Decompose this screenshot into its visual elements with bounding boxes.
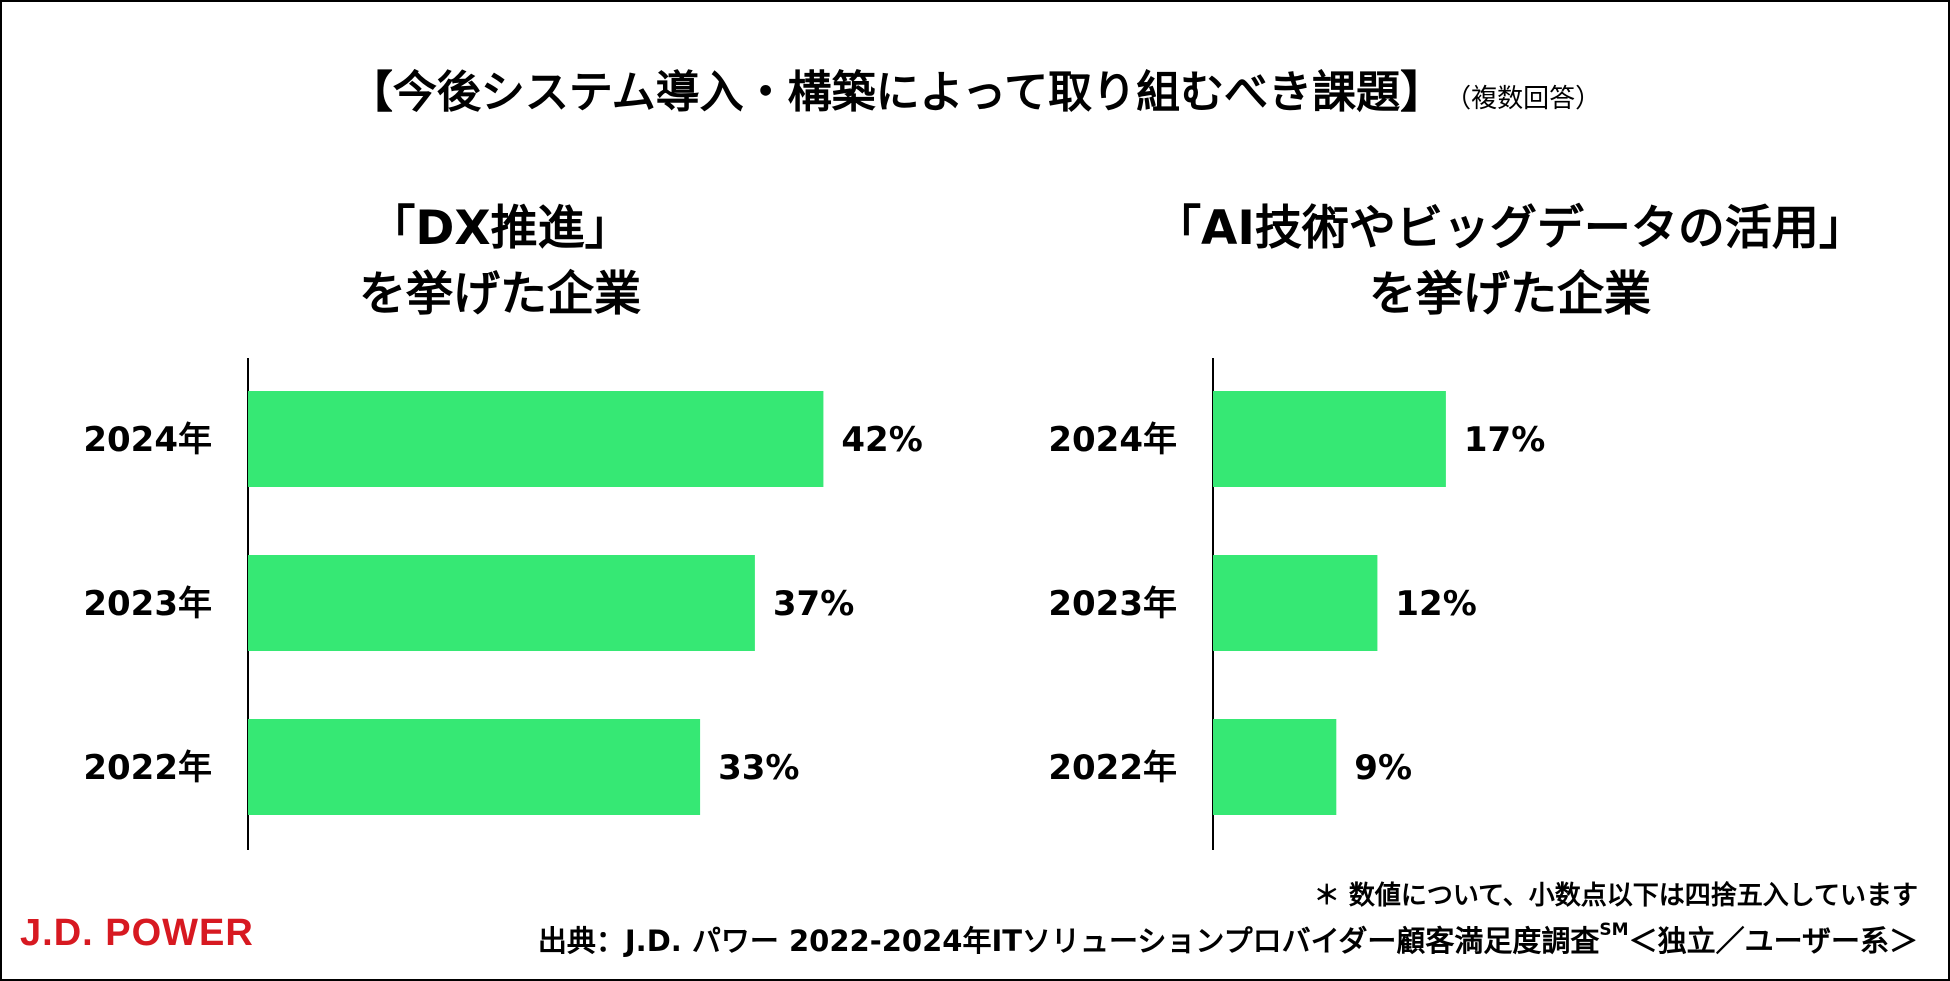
main-title-text: 【今後システム導入・構築によって取り組むべき課題】 [348, 67, 1445, 118]
chart-1-value-label-0: 17% [1464, 420, 1545, 460]
chart-0-value-label-1: 37% [773, 584, 854, 624]
chart-1-category-label-2: 2022年 [1048, 748, 1177, 788]
chart-0-value-label-0: 42% [841, 420, 922, 460]
chart-0-bar-2 [248, 719, 701, 815]
chart-0-value-label-2: 33% [718, 748, 799, 788]
right-chart-title-line2: を挙げた企業 [1369, 267, 1651, 322]
source-service-mark: SM [1599, 920, 1629, 940]
jd-power-logo: J.D. POWER [20, 912, 254, 954]
right-chart-title-line1: 「AI技術やビッグデータの活用」 [1154, 201, 1866, 256]
chart-0-category-label-1: 2023年 [83, 584, 212, 624]
chart-1-category-label-1: 2023年 [1048, 584, 1177, 624]
source-tail: ＜独立／ユーザー系＞ [1628, 924, 1918, 958]
left-chart-title-line1: 「DX推進」 [368, 201, 632, 256]
chart-1-bar-2 [1213, 719, 1337, 815]
chart-0-bar-1 [248, 555, 755, 651]
chart-0-category-label-0: 2024年 [83, 420, 212, 460]
rounding-footnote: ＊ 数値について、小数点以下は四捨五入しています [1313, 881, 1918, 911]
main-title-subtitle: （複数回答） [1458, 84, 1602, 114]
chart-0-category-label-2: 2022年 [83, 748, 212, 788]
source-citation: 出典：J.D. パワー 2022-2024年ITソリューションプロバイダー顧客満… [538, 918, 1918, 960]
left-chart-title: 「DX推進」 を挙げた企業 [240, 196, 760, 328]
chart-1-value-label-1: 12% [1395, 584, 1476, 624]
chart-1-category-label-0: 2024年 [1048, 420, 1177, 460]
chart-1-value-label-2: 9% [1354, 748, 1412, 788]
chart-1-bar-1 [1213, 555, 1378, 651]
left-chart-title-line2: を挙げた企業 [359, 267, 641, 322]
chart-1-bar-0 [1213, 391, 1446, 487]
chart-0-bar-0 [248, 391, 824, 487]
right-chart-title: 「AI技術やビッグデータの活用」 を挙げた企業 [1060, 196, 1950, 328]
main-title: 【今後システム導入・構築によって取り組むべき課題】 （複数回答） [0, 58, 1950, 128]
source-main: 出典：J.D. パワー 2022-2024年ITソリューションプロバイダー顧客満… [537, 924, 1600, 958]
